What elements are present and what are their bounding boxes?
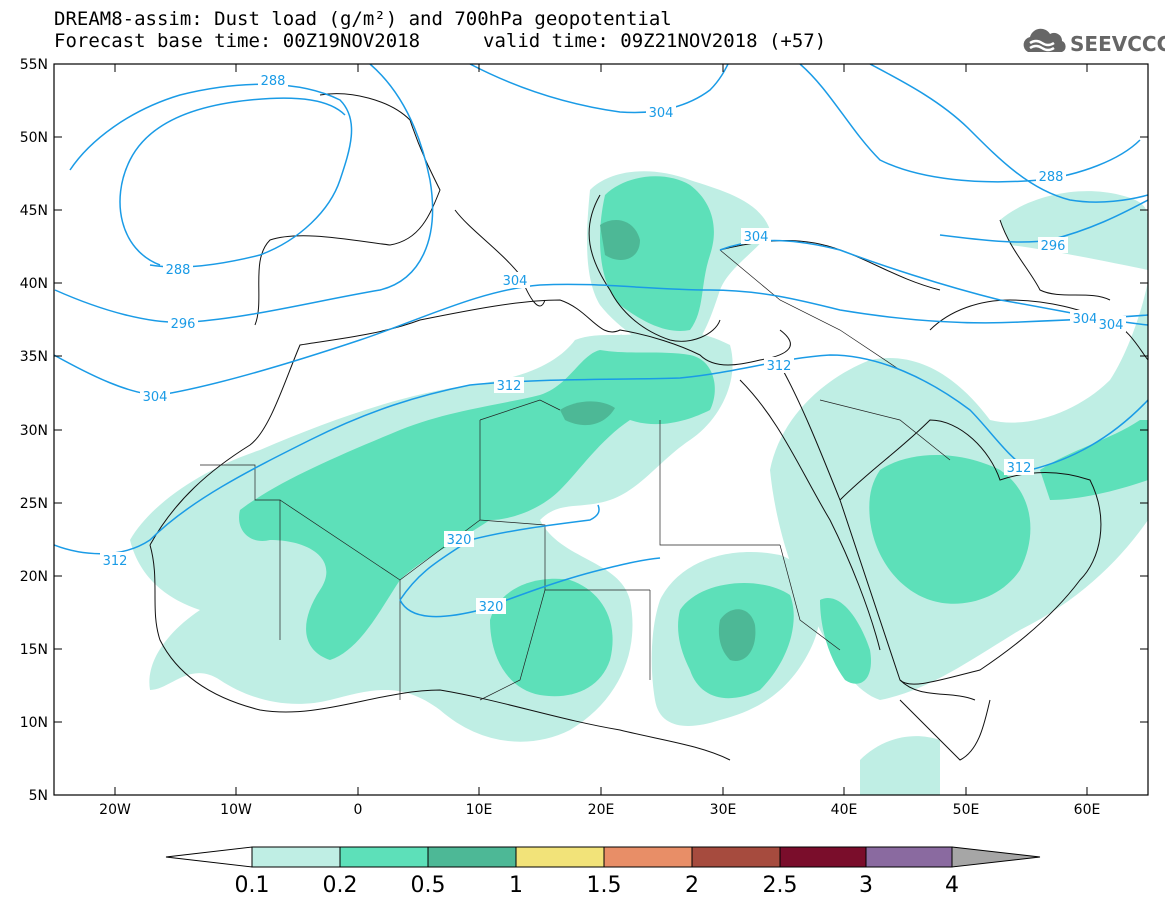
lat-label: 40N — [20, 276, 48, 292]
contour-288-west-inner — [119, 97, 346, 266]
lon-label: 10W — [220, 802, 252, 818]
contour-320 — [399, 504, 600, 601]
lat-label: 30N — [20, 423, 48, 439]
contour-label: 320 — [447, 533, 472, 548]
lon-label: 50E — [953, 802, 980, 818]
lon-axis: 20W 10W 0 10E 20E 30E 40E 50E 60E — [99, 64, 1100, 818]
lon-label: 0 — [354, 802, 363, 818]
contour-296-west — [54, 64, 434, 324]
lon-label: 20W — [99, 802, 131, 818]
colorbar-label: 0.1 — [235, 873, 270, 898]
contour-label: 312 — [497, 379, 522, 394]
contour-304-west — [54, 283, 1148, 396]
title-line-1: DREAM8-assim: Dust load (g/m²) and 700hP… — [54, 8, 672, 30]
colorbar-swatch — [515, 846, 605, 868]
lat-label: 50N — [20, 130, 48, 146]
dust-region-horn — [860, 736, 940, 795]
contour-288-east — [799, 64, 1141, 183]
dust-peak-balkans — [600, 220, 640, 260]
lat-label: 10N — [20, 715, 48, 731]
colorbar-label: 1 — [509, 873, 523, 898]
lat-label: 45N — [20, 203, 48, 219]
dust-core-redsea — [820, 598, 871, 684]
colorbar-swatch — [865, 846, 953, 868]
colorbar-swatch — [251, 846, 341, 868]
valid-time: valid time: 09Z21NOV2018 (+57) — [483, 30, 827, 52]
colorbar-label: 2 — [685, 873, 699, 898]
logo-text: SEEVCCC — [1070, 32, 1165, 56]
contour-320-south — [399, 557, 661, 618]
colorbar-swatch — [339, 846, 429, 868]
contour-label: 304 — [744, 230, 769, 245]
lon-label: 10E — [466, 802, 493, 818]
lat-axis: 55N 50N 45N 40N 35N 30N 25N 20N 15N 10N … — [20, 57, 1148, 804]
dust-shading — [130, 171, 1148, 795]
contour-label: 304 — [143, 390, 168, 405]
lat-label: 20N — [20, 569, 48, 585]
colorbar-label: 4 — [945, 873, 959, 898]
contour-label: 304 — [1073, 312, 1098, 327]
dust-core-chad — [490, 578, 613, 697]
contour-296-east — [869, 64, 1148, 203]
contour-label: 288 — [1039, 170, 1064, 185]
geopotential-contours — [54, 64, 1148, 618]
colorbar-swatch — [427, 846, 517, 868]
lon-label: 30E — [710, 802, 737, 818]
colorbar-label: 0.2 — [323, 873, 358, 898]
colorbar: 0.1 0.2 0.5 1 1.5 2 2.5 3 4 — [165, 846, 1041, 898]
colorbar-label: 1.5 — [587, 873, 622, 898]
colorbar-label: 3 — [859, 873, 873, 898]
colorbar-low-arrow — [165, 846, 253, 868]
lat-label: 5N — [29, 788, 48, 804]
contour-312 — [54, 354, 1148, 555]
contour-label: 304 — [503, 274, 528, 289]
seevccc-logo: SEEVCCC — [1018, 26, 1165, 60]
contour-label: 312 — [103, 554, 128, 569]
contour-288-west — [69, 83, 353, 268]
contour-label: 288 — [166, 263, 191, 278]
lat-label: 25N — [20, 496, 48, 512]
lon-label: 20E — [588, 802, 615, 818]
dust-peak-sudan — [718, 609, 756, 661]
dust-core-balkans — [600, 176, 714, 331]
lon-label: 60E — [1074, 802, 1101, 818]
lat-label: 55N — [20, 57, 48, 73]
contour-304-north — [469, 64, 729, 114]
dust-core-iran — [1040, 420, 1148, 500]
colorbar-label: 2.5 — [763, 873, 798, 898]
lat-label: 35N — [20, 349, 48, 365]
contour-label: 320 — [479, 600, 504, 615]
coastlines — [149, 93, 1148, 761]
dust-core-sahara — [239, 350, 715, 660]
dust-peak-libya — [560, 401, 615, 426]
dust-region-caspian — [1000, 191, 1148, 270]
colorbar-swatch — [691, 846, 781, 868]
contour-label: 296 — [1041, 239, 1066, 254]
contour-labels: 288 288 288 296 296 304 304 304 304 304 … — [100, 72, 1126, 615]
lat-label: 15N — [20, 642, 48, 658]
dust-core-arabia — [869, 455, 1031, 604]
cloud-icon — [1023, 28, 1066, 52]
contour-label: 312 — [767, 359, 792, 374]
colorbar-swatch — [603, 846, 693, 868]
colorbar-label: 0.5 — [411, 873, 446, 898]
contour-label: 288 — [261, 74, 286, 89]
colorbar-high-arrow — [951, 846, 1041, 868]
contour-label: 296 — [171, 317, 196, 332]
lon-label: 40E — [831, 802, 858, 818]
title-line-2: Forecast base time: 00Z19NOV2018 — [54, 30, 421, 52]
contour-label: 304 — [1099, 318, 1124, 333]
colorbar-swatch — [779, 846, 867, 868]
contour-label: 312 — [1007, 461, 1032, 476]
contour-label: 304 — [649, 106, 674, 121]
